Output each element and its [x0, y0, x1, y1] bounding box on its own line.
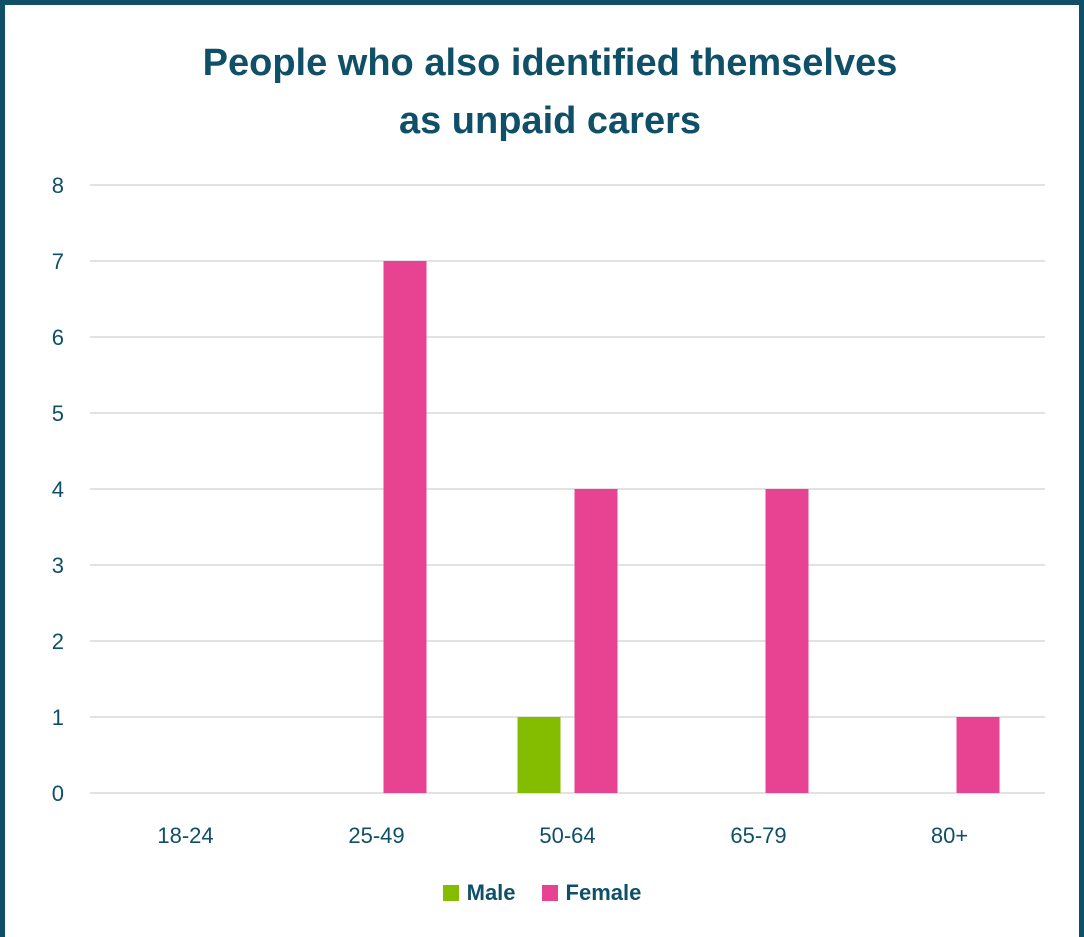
chart-title: People who also identified themselves as… [0, 34, 1084, 150]
bar-female-50-64 [574, 489, 618, 793]
bar-female-65-79 [765, 489, 809, 793]
y-tick-label: 4 [52, 477, 64, 502]
x-tick-label: 80+ [931, 823, 968, 848]
legend-label-female: Female [565, 880, 642, 905]
legend-label-male: Male [466, 880, 516, 905]
x-tick-label: 25-49 [348, 823, 404, 848]
bar-female-25-49 [383, 261, 427, 793]
legend-item-female: Female [541, 880, 642, 906]
legend-swatch-male [442, 885, 459, 901]
x-tick-label: 50-64 [539, 823, 595, 848]
y-tick-label: 1 [52, 705, 64, 730]
bar-chart-plot: 0 1 2 3 4 5 6 7 8 18-24 25-49 50-64 65-79 80+ [52, 173, 1045, 848]
bar-male-50-64 [517, 717, 561, 793]
y-tick-label: 0 [52, 781, 64, 806]
legend-swatch-female [541, 885, 558, 901]
x-tick-label: 65-79 [730, 823, 786, 848]
chart-legend: Male Female [0, 880, 1084, 906]
y-tick-label: 8 [52, 173, 64, 198]
bar-female-80+ [956, 717, 1000, 793]
chart-title-line-1: People who also identified themselves [202, 42, 898, 84]
chart-title-line-2: as unpaid carers [398, 100, 702, 142]
y-tick-label: 3 [52, 553, 64, 578]
y-tick-label: 2 [52, 629, 64, 654]
y-tick-label: 7 [52, 249, 64, 274]
y-tick-label: 6 [52, 325, 64, 350]
x-tick-label: 18-24 [157, 823, 213, 848]
y-tick-label: 5 [52, 401, 64, 426]
legend-item-male: Male [442, 880, 516, 906]
